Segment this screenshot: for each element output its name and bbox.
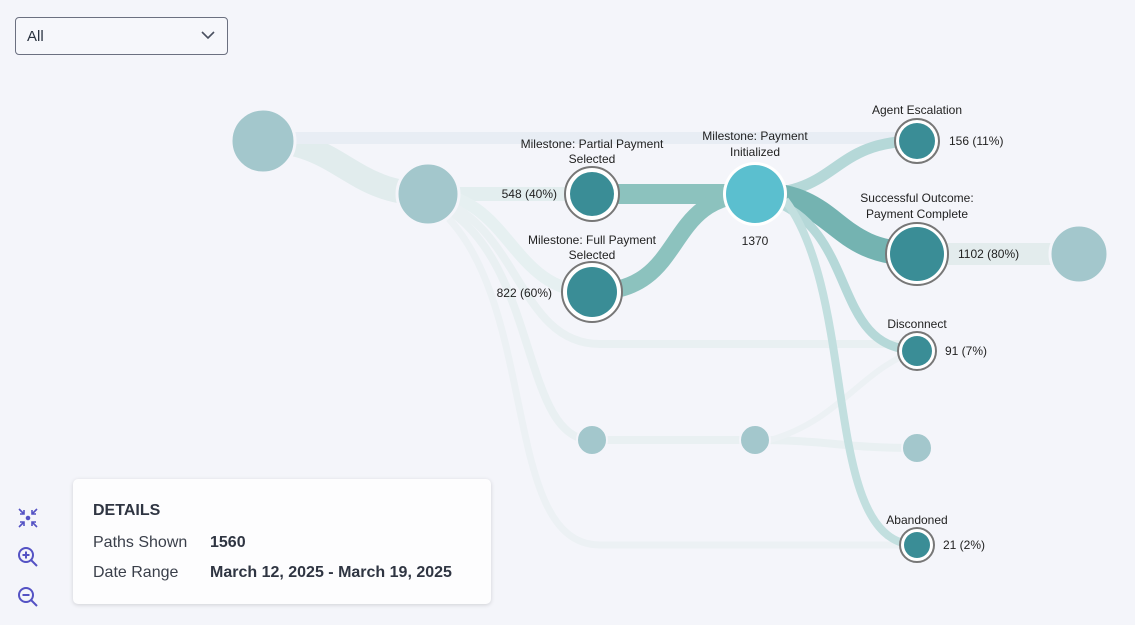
link — [438, 196, 917, 348]
link — [769, 347, 918, 443]
node-label: Milestone: Payment — [702, 129, 808, 143]
node-start[interactable] — [229, 107, 297, 175]
node-disconnect[interactable]: Disconnect 91 (7%) — [887, 317, 987, 371]
node-label: Selected — [569, 248, 616, 262]
node-value: 1370 — [742, 234, 769, 248]
link — [437, 207, 917, 549]
node-label: Selected — [569, 152, 616, 166]
node-label: Disconnect — [887, 317, 947, 331]
fit-to-screen-icon — [18, 508, 38, 528]
node-minor[interactable] — [901, 432, 933, 464]
node-minor[interactable] — [739, 424, 771, 456]
node-value: 91 (7%) — [945, 344, 987, 358]
node-abandoned[interactable]: Abandoned 21 (2%) — [886, 513, 985, 563]
node-label: Payment Complete — [866, 207, 968, 221]
zoom-out-button[interactable] — [16, 585, 40, 609]
node-label: Abandoned — [886, 513, 947, 527]
node-full-payment[interactable]: Milestone: Full Payment Selected 822 (60… — [497, 233, 657, 323]
node-value: 1102 (80%) — [958, 247, 1019, 261]
node-value: 822 (60%) — [497, 286, 552, 300]
date-range-label: Date Range — [93, 564, 179, 581]
node-value: 21 (2%) — [943, 538, 985, 552]
chevron-down-icon — [201, 31, 215, 40]
node-end[interactable] — [1048, 223, 1110, 285]
paths-shown-value: 1560 — [210, 534, 246, 551]
filter-dropdown[interactable]: All — [15, 17, 228, 55]
node-successful-outcome[interactable]: Successful Outcome: Payment Complete 110… — [860, 191, 1019, 286]
fit-to-screen-button[interactable] — [16, 506, 40, 530]
node-payment-initialized[interactable]: Milestone: Payment Initialized 1370 — [702, 129, 808, 248]
node-step[interactable] — [395, 161, 461, 227]
node-label: Successful Outcome: — [860, 191, 973, 205]
node-partial-payment[interactable]: Milestone: Partial Payment Selected 548 … — [502, 137, 664, 222]
date-range-value: March 12, 2025 - March 19, 2025 — [210, 564, 452, 581]
zoom-in-icon — [18, 547, 38, 567]
paths-shown-label: Paths Shown — [93, 534, 188, 551]
node-agent-escalation[interactable]: Agent Escalation 156 (11%) — [872, 103, 1004, 164]
link — [781, 197, 918, 549]
node-value: 548 (40%) — [502, 187, 557, 201]
node-label: Milestone: Partial Payment — [521, 137, 664, 151]
details-title: DETAILS — [93, 502, 161, 519]
details-panel: DETAILS Paths Shown 1560 Date Range Marc… — [73, 479, 491, 604]
node-label: Agent Escalation — [872, 103, 962, 117]
node-label: Milestone: Full Payment — [528, 233, 657, 247]
zoom-in-button[interactable] — [16, 545, 40, 569]
filter-selected-value: All — [27, 28, 44, 45]
node-label: Initialized — [730, 145, 780, 159]
zoom-out-icon — [18, 587, 38, 607]
node-minor[interactable] — [576, 424, 608, 456]
node-value: 156 (11%) — [949, 134, 1003, 148]
